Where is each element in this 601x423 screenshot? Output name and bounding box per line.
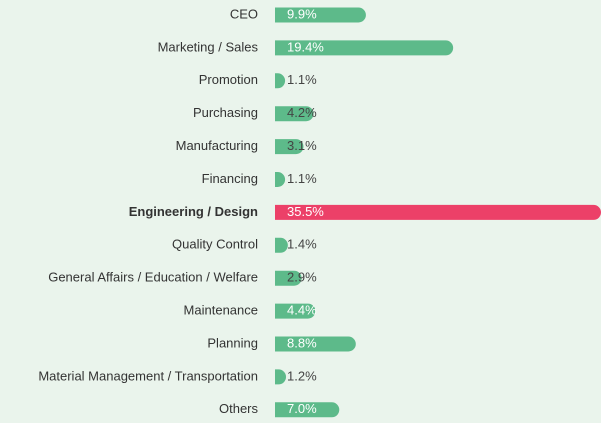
value-label: 4.4% — [287, 303, 317, 318]
value-label: 1.4% — [287, 237, 317, 252]
value-label: 3.1% — [287, 138, 317, 153]
value-label: 2.9% — [287, 270, 317, 285]
category-label: Maintenance — [184, 303, 258, 318]
bar — [275, 369, 287, 385]
value-label: 7.0% — [287, 401, 317, 416]
bar — [275, 106, 314, 122]
bar — [275, 7, 366, 23]
category-label: Manufacturing — [176, 138, 258, 153]
category-label: CEO — [230, 6, 258, 21]
value-label: 9.9% — [287, 6, 317, 21]
category-label: Marketing / Sales — [158, 39, 259, 54]
category-label: Engineering / Design — [129, 204, 258, 219]
value-label: 35.5% — [287, 204, 324, 219]
value-label: 1.1% — [287, 72, 317, 87]
bar — [275, 172, 286, 187]
bar — [275, 237, 288, 253]
category-label: General Affairs / Education / Welfare — [48, 270, 258, 285]
category-label: Financing — [202, 171, 258, 186]
value-label: 1.1% — [287, 171, 317, 186]
value-label: 1.2% — [287, 368, 317, 383]
category-label: Planning — [207, 335, 258, 350]
bar — [275, 402, 340, 418]
bar — [275, 40, 454, 56]
bar — [275, 73, 286, 89]
category-label: Others — [219, 401, 259, 416]
category-label: Quality Control — [172, 237, 258, 252]
category-label: Material Management / Transportation — [38, 368, 258, 383]
bar — [275, 139, 304, 155]
bar — [275, 303, 316, 319]
bar — [275, 336, 356, 352]
value-label: 19.4% — [287, 39, 324, 54]
value-label: 8.8% — [287, 335, 317, 350]
value-label: 4.2% — [287, 105, 317, 120]
bar — [275, 204, 601, 220]
category-label: Purchasing — [193, 105, 258, 120]
category-label: Promotion — [199, 72, 258, 87]
bar — [275, 270, 302, 286]
